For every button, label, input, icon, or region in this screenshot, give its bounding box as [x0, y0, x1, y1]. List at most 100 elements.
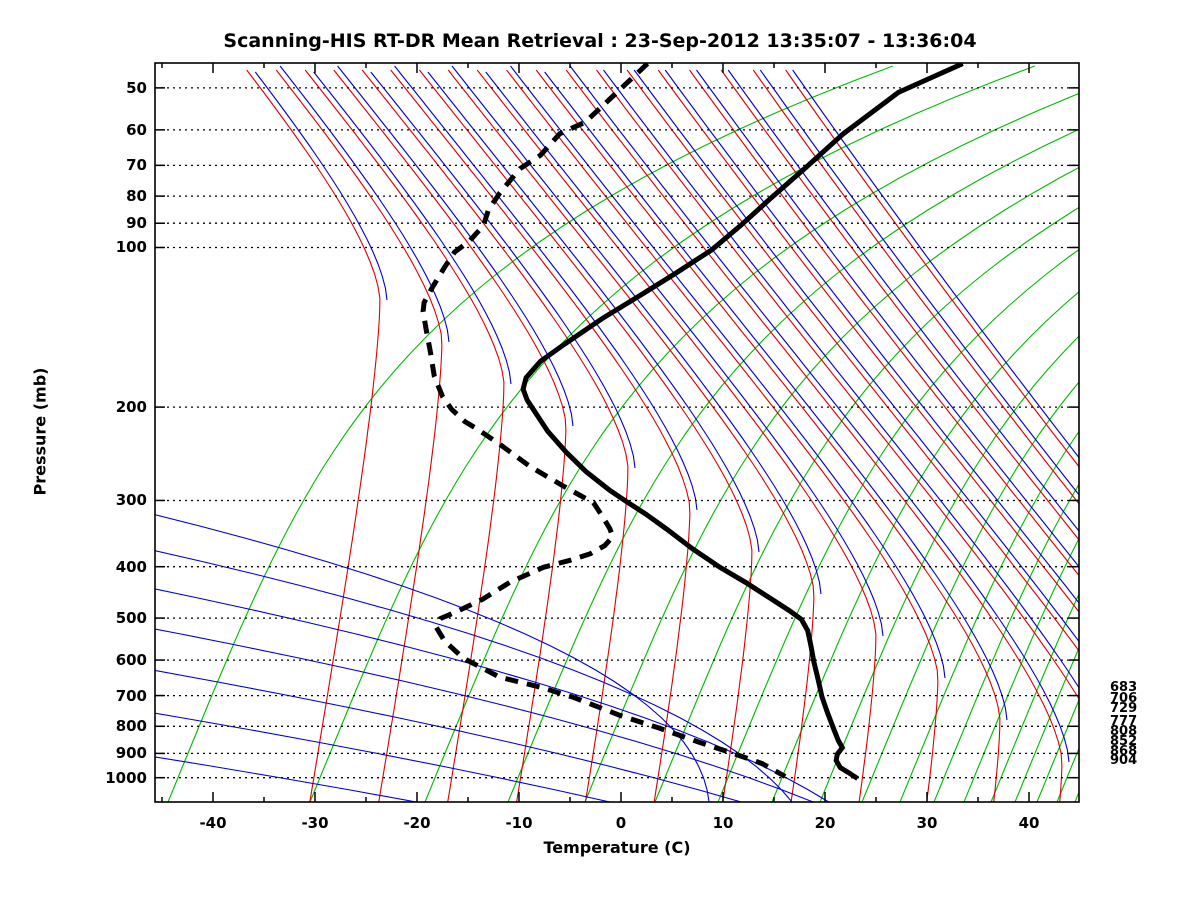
- y-tick-label: 200: [115, 398, 147, 417]
- blue-adiabat-companion-line: [279, 65, 450, 343]
- blue-adiabat-companion-line: [727, 69, 1079, 532]
- plot-frame: [154, 62, 1080, 803]
- blue-adiabat-companion-line: [696, 69, 1079, 568]
- y-tick-label: 700: [115, 686, 147, 705]
- blue-adiabat-companion-line: [337, 65, 574, 427]
- green-isotherm-line: [819, 335, 1079, 802]
- right-pressure-label: 683: [1110, 680, 1138, 695]
- red-adiabat-line: [506, 69, 939, 802]
- red-adiabat-line: [304, 69, 505, 802]
- green-isotherm-line: [309, 65, 1035, 802]
- blue-dry-adiabat-line: [155, 628, 814, 802]
- blue-dry-adiabat-line: [155, 514, 710, 802]
- blue-dry-adiabat-line: [155, 588, 829, 802]
- axis-ticks: [155, 63, 1079, 802]
- red-adiabat-line: [565, 69, 1063, 802]
- y-tick-label: 70: [126, 156, 147, 175]
- blue-dry-adiabat-line: [155, 669, 742, 802]
- chart-title: Scanning-HIS RT-DR Mean Retrieval : 23-S…: [223, 30, 977, 52]
- red-adiabat-line: [447, 69, 815, 802]
- green-isotherm-line: [507, 128, 1079, 802]
- blue-adiabat-companion-line: [569, 65, 1070, 763]
- blue-adiabat-companion-line: [394, 65, 698, 511]
- x-axis-label: Temperature (C): [543, 838, 691, 857]
- blue-adiabat-companion-line: [510, 65, 946, 679]
- red-adiabat-line: [333, 69, 567, 802]
- red-adiabat-line: [246, 69, 381, 802]
- green-isotherm-line: [1091, 66, 1200, 802]
- x-tick-label: 20: [814, 814, 836, 832]
- red-adiabat-line: [275, 69, 443, 802]
- x-tick-label: -10: [505, 814, 533, 832]
- x-tick-label: -30: [301, 814, 329, 832]
- blue-adiabat-companion-line: [370, 71, 636, 469]
- green-isotherm-line: [584, 166, 1079, 802]
- blue-adiabat-companion-line: [603, 69, 1079, 689]
- y-tick-label: 80: [126, 187, 147, 206]
- red-adiabat-line: [535, 69, 1001, 802]
- red-adiabat-line: [418, 69, 753, 802]
- x-tick-label: 30: [916, 814, 938, 832]
- green-isotherm-line: [1014, 646, 1079, 802]
- right-pressure-label: 868: [1110, 744, 1138, 759]
- green-isotherm-line: [717, 248, 1079, 802]
- right-pressure-label: 777: [1110, 714, 1138, 729]
- green-isotherm-line: [424, 92, 1079, 802]
- green-isotherm-line: [1074, 790, 1079, 802]
- blue-dry-adiabat-line: [155, 756, 417, 802]
- red-adiabat-line: [596, 69, 1079, 700]
- x-tick-label: 10: [712, 814, 734, 832]
- y-tick-label: 300: [115, 491, 147, 510]
- blue-adiabat-companion-line: [544, 71, 1008, 721]
- green-isotherm-line: [771, 291, 1079, 802]
- red-adiabat-line: [752, 69, 1079, 505]
- red-adiabat-line: [390, 69, 691, 802]
- blue-adiabat-companion-line: [759, 69, 1079, 496]
- blue-adiabat-companion-line: [664, 69, 1079, 604]
- blue-adiabat-companion-line: [451, 65, 822, 595]
- blue-adiabat-companion-line: [485, 71, 884, 637]
- blue-adiabat-companion-line: [427, 71, 760, 553]
- y-tick-label: 1000: [105, 768, 147, 787]
- green-isotherm-line: [861, 381, 1079, 802]
- x-tick-label: -40: [199, 814, 227, 832]
- green-isotherm-line: [899, 430, 1079, 802]
- green-isotherm-line: [167, 65, 893, 802]
- red-adiabat-line: [361, 69, 629, 802]
- y-tick-label: 500: [115, 609, 147, 628]
- x-tick-label: 40: [1018, 814, 1040, 832]
- blue-adiabat-companion-line: [633, 69, 1079, 643]
- green-isotherm-line: [654, 206, 1079, 802]
- green-isotherm-line: [990, 592, 1079, 802]
- green-isotherm-line: [933, 483, 1079, 802]
- y-axis-label: Pressure (mb): [30, 367, 50, 496]
- blue-adiabat-companion-line: [792, 69, 1079, 459]
- y-tick-label: 60: [126, 120, 147, 139]
- y-tick-label: 900: [115, 744, 147, 763]
- red-adiabat-line: [720, 69, 1079, 541]
- right-pressure-label: 706: [1110, 691, 1138, 706]
- temperature-profile-curve: [520, 63, 964, 781]
- y-tick-label: 90: [126, 214, 147, 233]
- right-pressure-label: 808: [1110, 724, 1138, 739]
- red-adiabat-line: [476, 69, 877, 802]
- green-isotherm-line: [963, 537, 1079, 802]
- y-tick-label: 600: [115, 651, 147, 670]
- red-adiabat-line: [626, 69, 1079, 652]
- y-tick-label: 400: [115, 557, 147, 576]
- x-tick-label: 0: [615, 814, 627, 832]
- y-tick-label: 50: [126, 78, 147, 97]
- right-pressure-label: 729: [1110, 701, 1138, 716]
- y-tick-label: 100: [115, 238, 147, 257]
- y-tick-label: 800: [115, 717, 147, 736]
- right-pressure-label: 852: [1110, 734, 1138, 749]
- blue-adiabat-companion-line: [254, 71, 388, 301]
- blue-dry-adiabat-line: [155, 550, 793, 802]
- red-adiabat-line: [785, 69, 1079, 468]
- blue-adiabat-companion-line: [313, 71, 512, 385]
- red-adiabat-line: [657, 69, 1079, 613]
- x-tick-label: -20: [403, 814, 431, 832]
- dewpoint-profile-curve: [420, 63, 787, 779]
